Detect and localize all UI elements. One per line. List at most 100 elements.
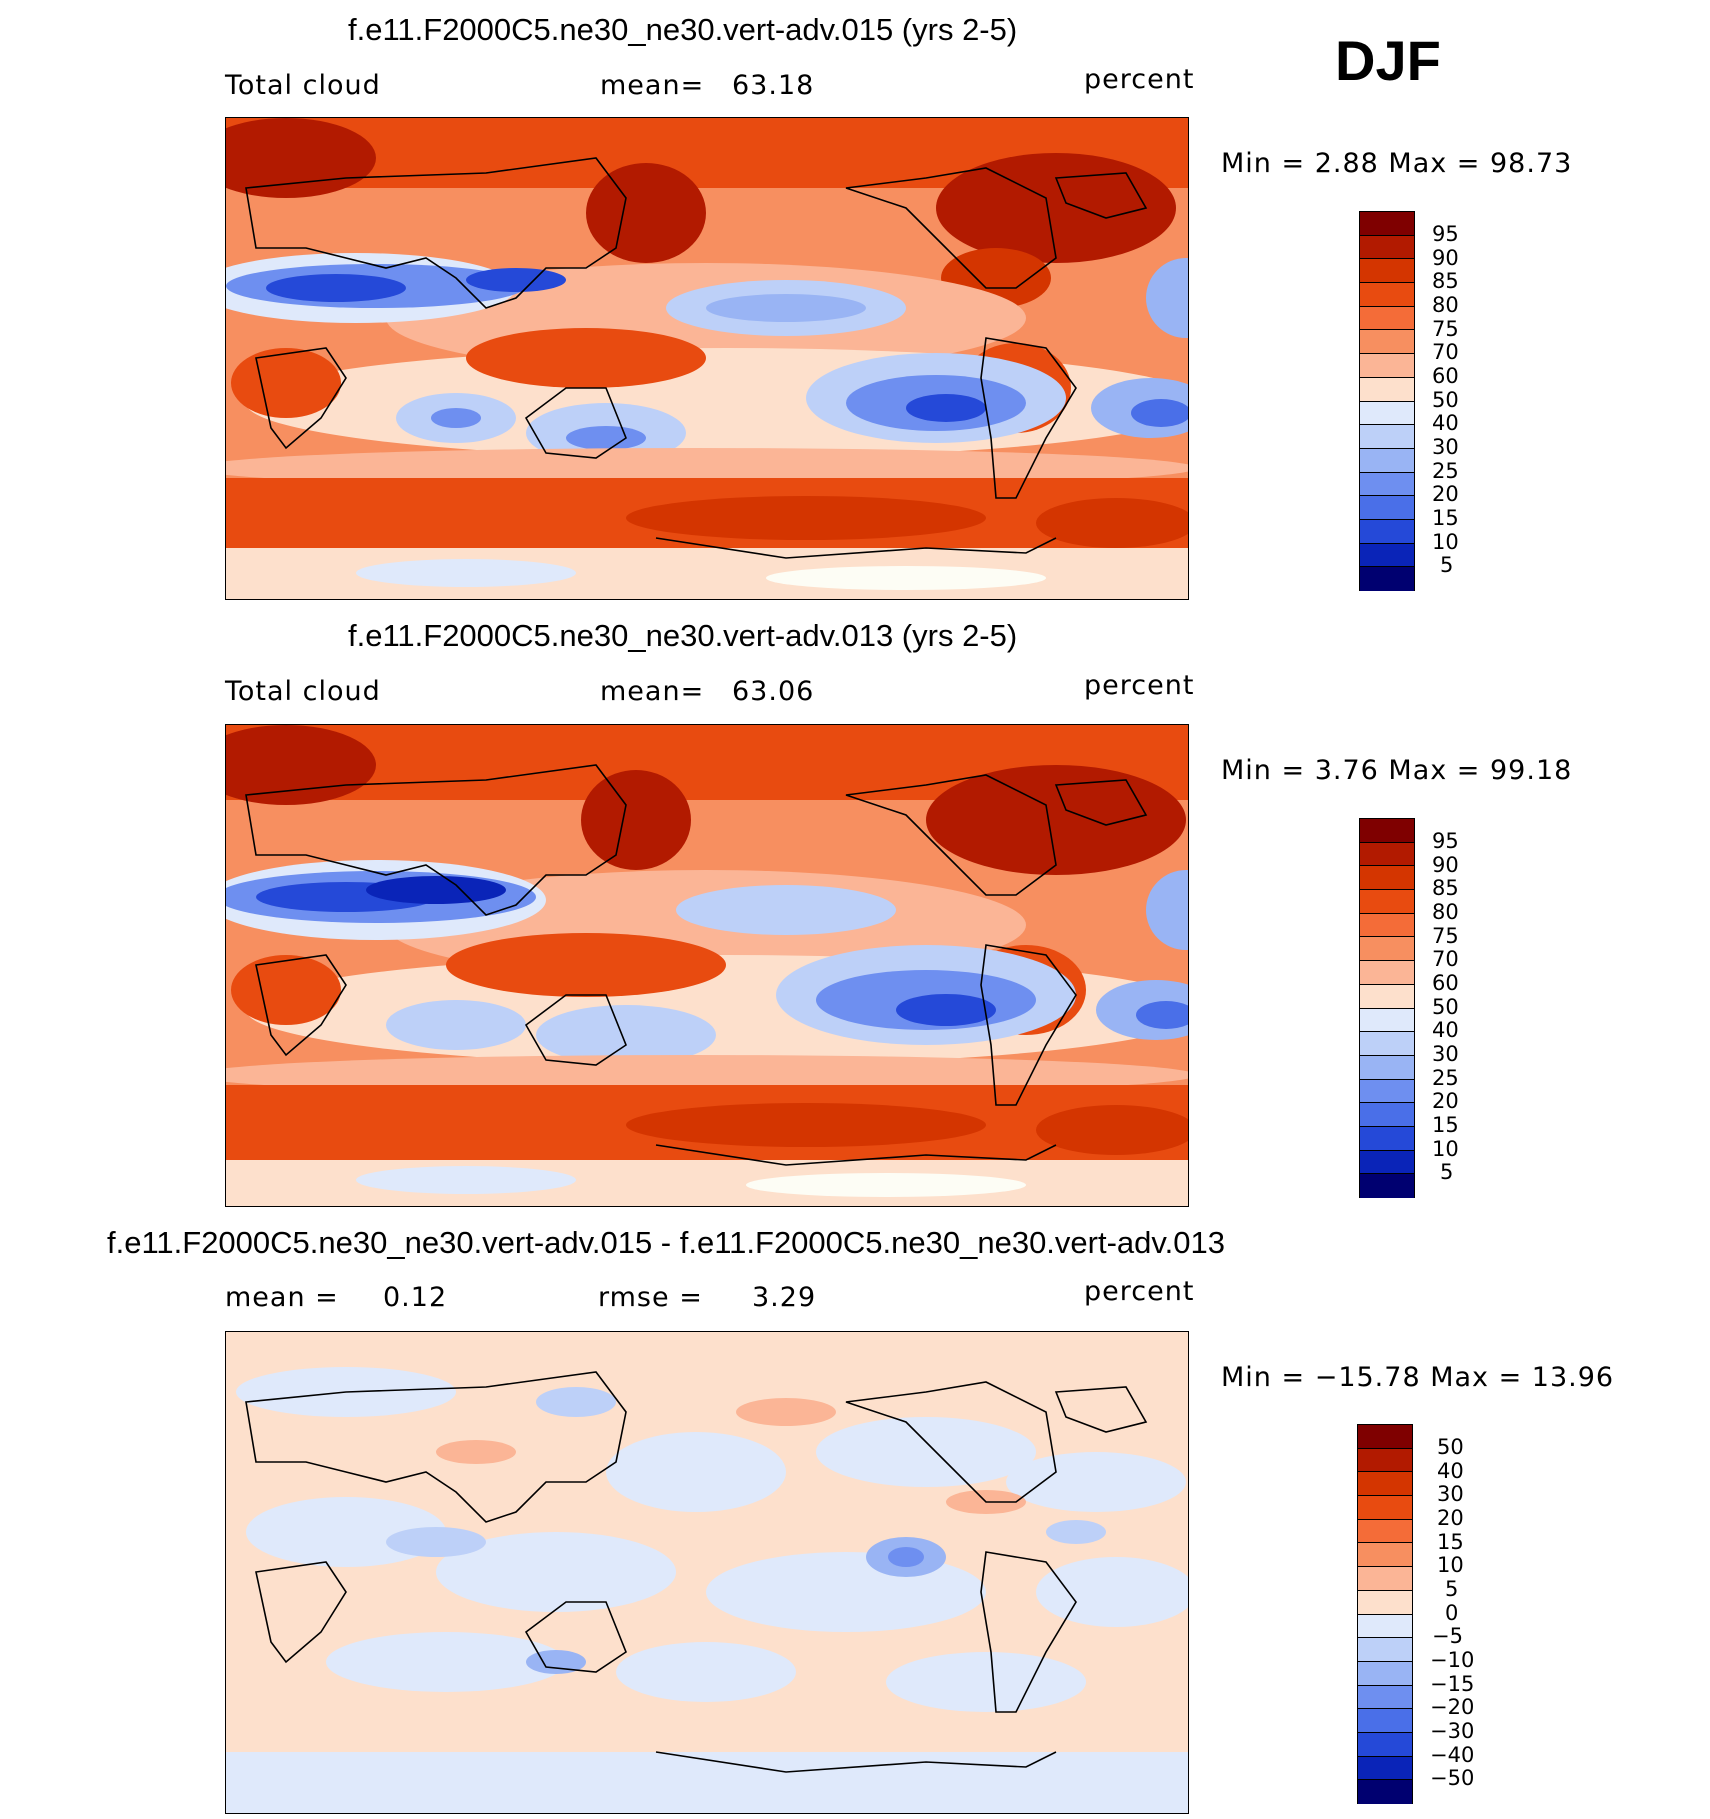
colorbar-tick: 20 — [1432, 1089, 1459, 1113]
colorbar-tick: 80 — [1432, 293, 1459, 317]
colorbar-tick: 10 — [1432, 530, 1459, 554]
colorbar-tick: 30 — [1432, 435, 1459, 459]
colorbar-tick: 15 — [1437, 1530, 1464, 1554]
colorbar-swatch — [1360, 1126, 1414, 1151]
colorbar-swatch — [1360, 330, 1414, 355]
colorbar-tick: 95 — [1432, 222, 1459, 246]
colorbar-tick: 20 — [1432, 482, 1459, 506]
panel2-colorbar — [1359, 818, 1415, 1198]
colorbar-tick: 10 — [1437, 1553, 1464, 1577]
panel2-mean-value: 63.06 — [732, 676, 815, 707]
colorbar-swatch — [1358, 1638, 1412, 1662]
colorbar-swatch — [1360, 259, 1414, 284]
panel2-variable-label: Total cloud — [225, 676, 381, 707]
colorbar-swatch — [1360, 425, 1414, 449]
colorbar-tick: 40 — [1432, 411, 1459, 435]
panel1-map — [225, 117, 1189, 600]
panel3-mean-label: mean = — [225, 1282, 339, 1313]
colorbar-tick: 60 — [1432, 971, 1459, 995]
panel3-map — [225, 1331, 1189, 1814]
panel3-rmse-value: 3.29 — [752, 1282, 817, 1313]
colorbar-swatch — [1360, 212, 1414, 236]
panel2-mean-label: mean= — [600, 676, 705, 707]
colorbar-swatch — [1360, 842, 1414, 867]
colorbar-swatch — [1360, 235, 1414, 260]
panel3-field — [226, 1332, 1188, 1813]
colorbar-tick: 40 — [1437, 1459, 1464, 1483]
colorbar-tick: 90 — [1432, 246, 1459, 270]
colorbar-tick: 15 — [1432, 1113, 1459, 1137]
colorbar-tick: −20 — [1430, 1695, 1475, 1719]
colorbar-swatch — [1360, 1079, 1414, 1104]
colorbar-swatch — [1358, 1661, 1412, 1686]
panel2-units: percent — [1084, 670, 1195, 701]
colorbar-swatch — [1360, 913, 1414, 938]
colorbar-swatch — [1358, 1780, 1412, 1804]
colorbar-swatch — [1360, 937, 1414, 962]
colorbar-tick: 30 — [1432, 1042, 1459, 1066]
colorbar-swatch — [1360, 543, 1414, 568]
colorbar-tick: −5 — [1432, 1624, 1463, 1648]
colorbar-tick: 25 — [1432, 1066, 1459, 1090]
colorbar-swatch — [1360, 1055, 1414, 1080]
colorbar-tick: −40 — [1430, 1743, 1475, 1767]
colorbar-swatch — [1358, 1472, 1412, 1497]
colorbar-tick: −30 — [1430, 1719, 1475, 1743]
colorbar-swatch — [1360, 448, 1414, 473]
colorbar-swatch — [1360, 866, 1414, 891]
colorbar-swatch — [1360, 283, 1414, 307]
colorbar-swatch — [1358, 1709, 1412, 1733]
colorbar-swatch — [1360, 472, 1414, 497]
colorbar-swatch — [1360, 519, 1414, 544]
panel2-map — [225, 724, 1189, 1207]
panel1-variable-label: Total cloud — [225, 70, 381, 101]
colorbar-tick: 30 — [1437, 1482, 1464, 1506]
colorbar-swatch — [1358, 1756, 1412, 1781]
colorbar-swatch — [1360, 1103, 1414, 1127]
colorbar-swatch — [1358, 1519, 1412, 1544]
colorbar-tick: 15 — [1432, 506, 1459, 530]
colorbar-swatch — [1360, 401, 1414, 426]
colorbar-swatch — [1358, 1567, 1412, 1591]
colorbar-tick: 25 — [1432, 459, 1459, 483]
colorbar-swatch — [1360, 890, 1414, 914]
colorbar-swatch — [1360, 567, 1414, 591]
colorbar-tick: 10 — [1432, 1137, 1459, 1161]
colorbar-swatch — [1358, 1732, 1412, 1757]
colorbar-tick: 70 — [1432, 340, 1459, 364]
colorbar-swatch — [1360, 1032, 1414, 1056]
colorbar-swatch — [1360, 1150, 1414, 1175]
colorbar-tick: −15 — [1430, 1672, 1475, 1696]
panel1-field — [226, 118, 1188, 599]
colorbar-swatch — [1358, 1496, 1412, 1520]
panel2-field — [226, 725, 1188, 1206]
colorbar-tick: 75 — [1432, 924, 1459, 948]
panel3-units: percent — [1084, 1276, 1195, 1307]
panel1-minmax: Min = 2.88 Max = 98.73 — [1221, 148, 1573, 179]
colorbar-swatch — [1360, 496, 1414, 520]
colorbar-tick: 85 — [1432, 876, 1459, 900]
panel3-rmse-label: rmse = — [598, 1282, 703, 1313]
colorbar-tick: 20 — [1437, 1506, 1464, 1530]
panel1-mean-value: 63.18 — [732, 70, 815, 101]
colorbar-tick: 5 — [1440, 1160, 1454, 1184]
colorbar-tick: 5 — [1440, 553, 1454, 577]
colorbar-tick: 75 — [1432, 317, 1459, 341]
colorbar-swatch — [1360, 961, 1414, 985]
colorbar-tick: 50 — [1437, 1435, 1464, 1459]
panel1-units: percent — [1084, 64, 1195, 95]
colorbar-swatch — [1360, 354, 1414, 378]
colorbar-tick: 5 — [1445, 1577, 1459, 1601]
panel1-mean-label: mean= — [600, 70, 705, 101]
colorbar-tick: 0 — [1445, 1601, 1459, 1625]
panel3-title: f.e11.F2000C5.ne30_ne30.vert-adv.015 - f… — [107, 1225, 1225, 1260]
panel3-minmax: Min = −15.78 Max = 13.96 — [1221, 1362, 1615, 1393]
colorbar-swatch — [1358, 1448, 1412, 1473]
panel2-title: f.e11.F2000C5.ne30_ne30.vert-adv.013 (yr… — [348, 618, 1018, 653]
panel1-colorbar — [1359, 211, 1415, 591]
colorbar-swatch — [1358, 1590, 1412, 1615]
colorbar-tick: 50 — [1432, 995, 1459, 1019]
colorbar-swatch — [1360, 306, 1414, 331]
colorbar-swatch — [1360, 1174, 1414, 1198]
colorbar-swatch — [1360, 1008, 1414, 1033]
